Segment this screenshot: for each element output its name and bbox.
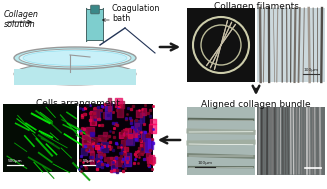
Bar xyxy=(79,104,153,172)
Ellipse shape xyxy=(14,47,136,69)
Text: Coagulation
bath: Coagulation bath xyxy=(112,4,160,23)
Bar xyxy=(14,69,136,85)
Ellipse shape xyxy=(19,49,131,67)
Bar xyxy=(257,107,325,175)
Text: 100μm: 100μm xyxy=(198,161,213,165)
Bar xyxy=(187,8,255,82)
Text: Cells arrangement: Cells arrangement xyxy=(36,99,120,108)
Text: Aligned collagen bundle: Aligned collagen bundle xyxy=(201,100,311,109)
Ellipse shape xyxy=(14,63,136,85)
Text: 100μm: 100μm xyxy=(303,68,318,72)
Bar xyxy=(187,107,255,175)
Text: Collagen filaments: Collagen filaments xyxy=(214,2,299,11)
Bar xyxy=(257,8,325,82)
FancyBboxPatch shape xyxy=(91,5,99,14)
Bar xyxy=(3,104,77,172)
Text: 50μm: 50μm xyxy=(83,159,95,163)
Text: Collagen
solution: Collagen solution xyxy=(4,10,39,29)
Text: 500μm: 500μm xyxy=(8,159,22,163)
FancyBboxPatch shape xyxy=(87,8,104,42)
Ellipse shape xyxy=(23,50,127,66)
